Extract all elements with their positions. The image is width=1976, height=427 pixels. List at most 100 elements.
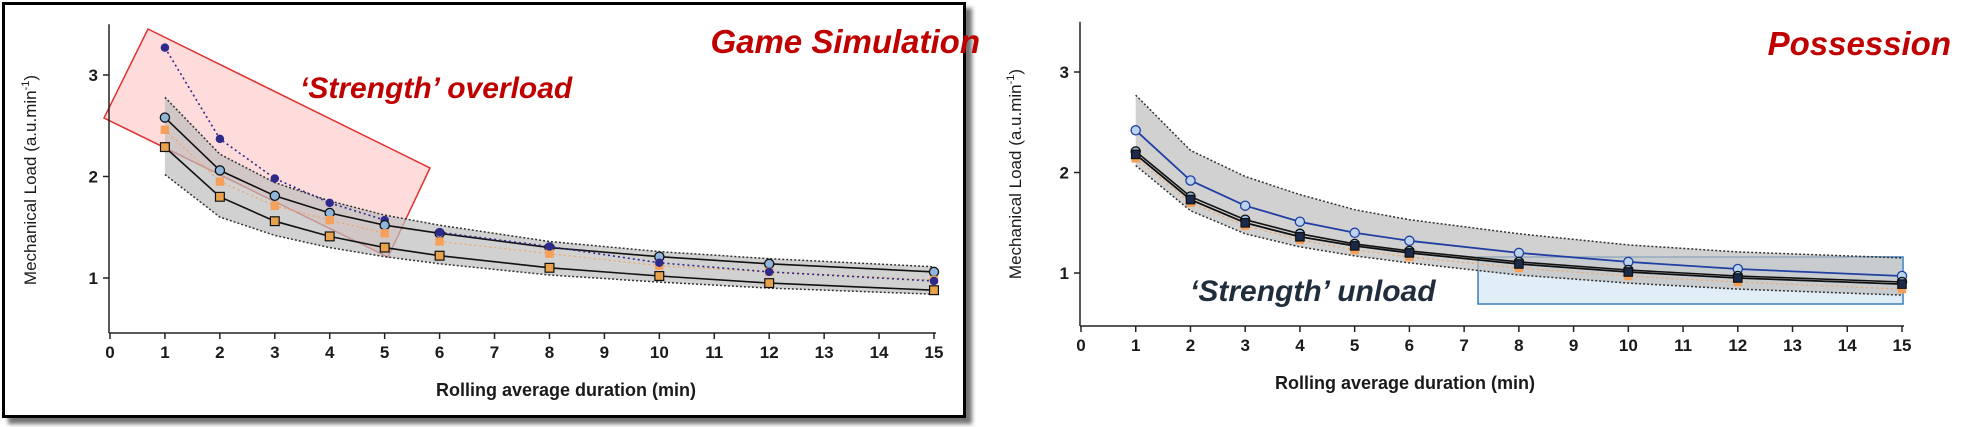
data-point bbox=[545, 242, 554, 251]
y-tick-label: 3 bbox=[89, 66, 98, 85]
x-tick-label: 8 bbox=[545, 343, 554, 362]
band-upper-edge bbox=[1135, 94, 1903, 259]
data-point bbox=[654, 271, 665, 282]
x-tick-label: 12 bbox=[760, 343, 779, 362]
data-point bbox=[1732, 273, 1743, 283]
data-point bbox=[379, 242, 390, 253]
y-axis-label: Mechanical Load (a.u.min-1) bbox=[1005, 69, 1025, 279]
data-point bbox=[269, 216, 280, 227]
x-tick-label: 13 bbox=[815, 343, 834, 362]
y-tick-label: 2 bbox=[89, 168, 98, 187]
x-tick-label: 15 bbox=[925, 343, 944, 362]
x-tick-label: 15 bbox=[1893, 336, 1912, 355]
data-point bbox=[1404, 248, 1415, 258]
x-tick-label: 1 bbox=[160, 343, 169, 362]
x-tick-label: 2 bbox=[1186, 336, 1195, 355]
y-tick-label: 2 bbox=[1060, 164, 1069, 183]
data-point bbox=[1513, 247, 1525, 259]
y-axis-label-main: Mechanical Load (a.u.min bbox=[21, 90, 40, 285]
data-point bbox=[929, 276, 939, 286]
data-point bbox=[215, 134, 225, 144]
x-tick-label: 6 bbox=[435, 343, 444, 362]
x-tick-label: 10 bbox=[1619, 336, 1638, 355]
confidence-band bbox=[164, 97, 934, 295]
x-tick-label: 3 bbox=[1240, 336, 1249, 355]
y-axis-label-main: Mechanical Load (a.u.min bbox=[1006, 84, 1025, 279]
series-line bbox=[1135, 157, 1903, 290]
data-point bbox=[269, 190, 281, 202]
data-point bbox=[1349, 241, 1360, 251]
data-point bbox=[159, 142, 170, 153]
data-point bbox=[215, 177, 225, 186]
y-axis-label-close: ) bbox=[1006, 69, 1025, 75]
series-line bbox=[1135, 153, 1903, 285]
data-point bbox=[1185, 175, 1196, 186]
x-tick-label: 5 bbox=[1350, 336, 1359, 355]
y-axis-label-sup: -1 bbox=[20, 81, 32, 91]
data-point bbox=[325, 198, 334, 208]
data-point bbox=[1239, 200, 1251, 211]
y-tick-label: 3 bbox=[1060, 63, 1069, 82]
x-tick-label: 3 bbox=[270, 343, 279, 362]
y-tick-label: 1 bbox=[1060, 264, 1069, 283]
x-tick-label: 2 bbox=[215, 343, 224, 362]
data-point bbox=[435, 237, 444, 246]
y-axis-label: Mechanical Load (a.u.min-1) bbox=[20, 75, 40, 285]
data-point bbox=[1240, 218, 1250, 228]
data-point bbox=[214, 191, 225, 202]
data-point bbox=[160, 125, 170, 134]
data-point bbox=[324, 231, 335, 242]
data-point bbox=[1295, 232, 1305, 242]
series-line bbox=[164, 146, 935, 291]
data-point bbox=[214, 165, 226, 176]
data-point bbox=[1130, 125, 1141, 136]
x-tick-label: 11 bbox=[1674, 336, 1692, 355]
series-line bbox=[164, 47, 385, 221]
data-point bbox=[544, 262, 555, 273]
x-tick-label: 0 bbox=[105, 343, 114, 362]
y-tick-label: 1 bbox=[89, 269, 98, 288]
data-point bbox=[1897, 279, 1907, 289]
x-tick-label: 0 bbox=[1076, 336, 1085, 355]
data-point bbox=[435, 228, 444, 237]
x-tick-label: 14 bbox=[1838, 336, 1857, 355]
data-point bbox=[1404, 235, 1415, 247]
x-tick-label: 14 bbox=[870, 343, 889, 362]
data-point bbox=[270, 174, 280, 183]
band-lower-edge bbox=[1135, 164, 1903, 296]
x-tick-label: 7 bbox=[1459, 336, 1468, 355]
data-point bbox=[1349, 227, 1360, 239]
data-point bbox=[379, 219, 390, 231]
data-point bbox=[380, 229, 389, 238]
data-point bbox=[1514, 259, 1524, 269]
data-point bbox=[434, 250, 445, 261]
data-point bbox=[545, 249, 554, 258]
data-point bbox=[655, 258, 664, 268]
left-panel-frame bbox=[2, 2, 966, 418]
data-point bbox=[325, 215, 334, 225]
series-line bbox=[1135, 150, 1903, 283]
x-tick-label: 9 bbox=[600, 343, 609, 362]
data-point bbox=[928, 285, 939, 296]
x-tick-label: 7 bbox=[490, 343, 499, 362]
unload-annotation: ‘Strength’ unload bbox=[1190, 275, 1436, 308]
data-point bbox=[764, 278, 775, 289]
data-point bbox=[1623, 267, 1634, 277]
data-point bbox=[1130, 149, 1141, 160]
x-tick-label: 5 bbox=[380, 343, 389, 362]
x-tick-label: 9 bbox=[1569, 336, 1578, 355]
data-point bbox=[928, 266, 940, 278]
data-point bbox=[764, 267, 774, 277]
chart-title: Game Simulation bbox=[710, 23, 980, 60]
x-tick-label: 4 bbox=[325, 343, 335, 362]
y-axis-label-close: ) bbox=[21, 75, 40, 81]
data-point bbox=[1294, 216, 1306, 227]
data-point bbox=[160, 43, 170, 52]
x-tick-label: 11 bbox=[705, 343, 723, 362]
x-tick-label: 1 bbox=[1131, 336, 1140, 355]
x-tick-label: 4 bbox=[1295, 336, 1305, 355]
x-tick-label: 8 bbox=[1514, 336, 1523, 355]
